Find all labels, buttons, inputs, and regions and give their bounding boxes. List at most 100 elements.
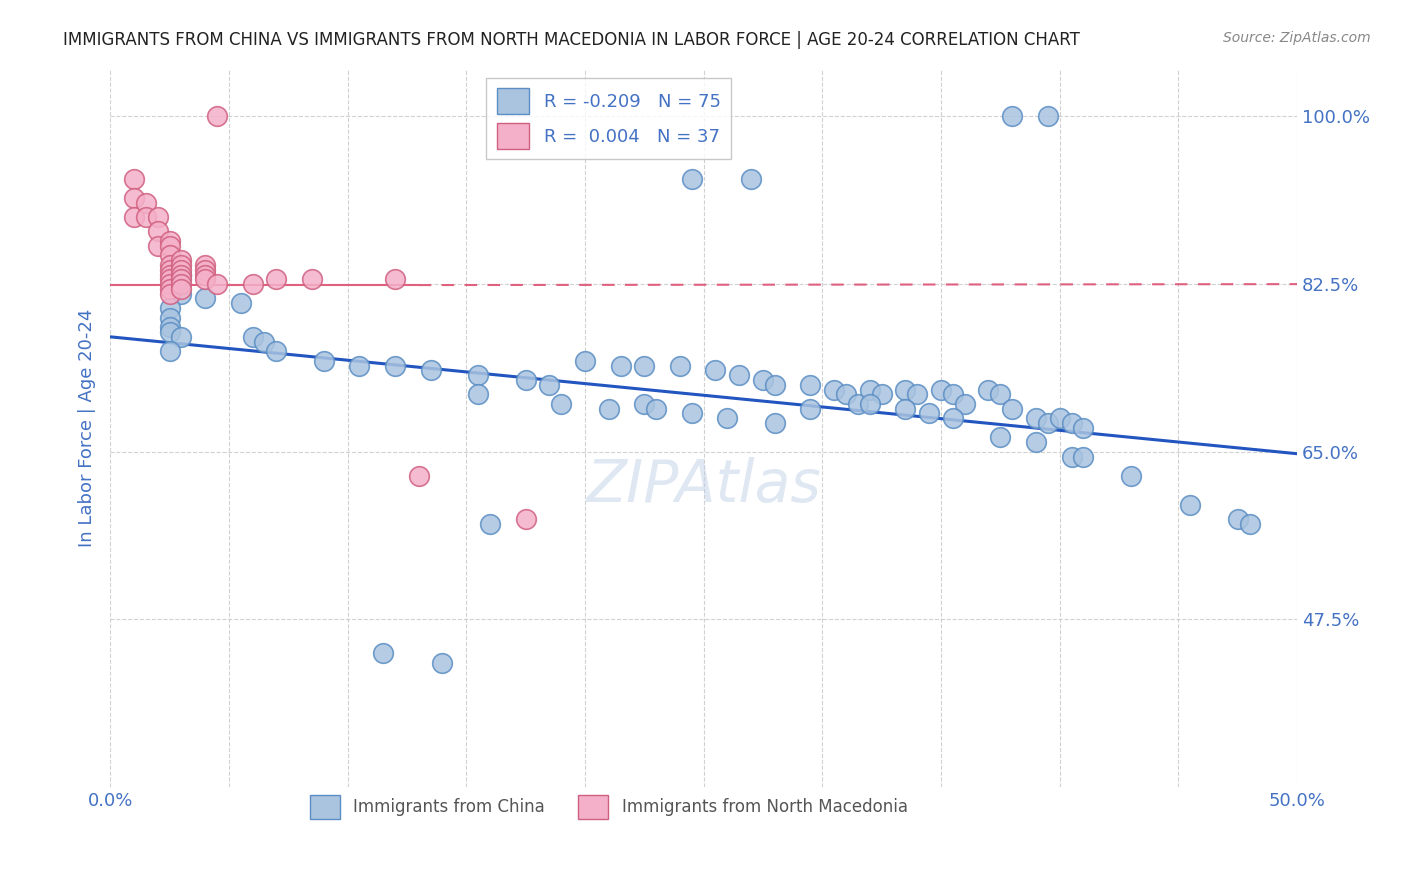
- Point: [977, 383, 1000, 397]
- Point: [159, 262, 181, 277]
- Point: [645, 401, 668, 416]
- Point: [170, 282, 193, 296]
- Point: [942, 411, 965, 425]
- Point: [1025, 435, 1047, 450]
- Point: [170, 277, 193, 292]
- Point: [384, 359, 406, 373]
- Point: [146, 210, 169, 224]
- Point: [1073, 450, 1095, 464]
- Point: [159, 234, 181, 248]
- Point: [205, 277, 228, 292]
- Point: [467, 368, 489, 383]
- Point: [799, 401, 821, 416]
- Point: [408, 468, 430, 483]
- Point: [194, 272, 217, 286]
- Point: [929, 383, 952, 397]
- Point: [598, 401, 620, 416]
- Point: [633, 397, 655, 411]
- Point: [574, 353, 596, 368]
- Point: [740, 171, 762, 186]
- Point: [859, 397, 882, 411]
- Point: [159, 239, 181, 253]
- Point: [1036, 110, 1059, 124]
- Point: [146, 239, 169, 253]
- Point: [194, 258, 217, 272]
- Point: [1036, 416, 1059, 430]
- Point: [704, 363, 727, 377]
- Point: [550, 397, 572, 411]
- Point: [1239, 516, 1261, 531]
- Point: [870, 387, 893, 401]
- Point: [122, 210, 145, 224]
- Point: [799, 377, 821, 392]
- Point: [159, 310, 181, 325]
- Point: [942, 387, 965, 401]
- Point: [170, 268, 193, 282]
- Point: [194, 262, 217, 277]
- Point: [122, 171, 145, 186]
- Point: [170, 258, 193, 272]
- Point: [1060, 416, 1083, 430]
- Point: [135, 195, 157, 210]
- Point: [122, 191, 145, 205]
- Point: [988, 387, 1011, 401]
- Point: [312, 353, 335, 368]
- Point: [373, 646, 395, 660]
- Point: [538, 377, 561, 392]
- Point: [681, 171, 703, 186]
- Point: [242, 277, 264, 292]
- Point: [669, 359, 692, 373]
- Point: [846, 397, 869, 411]
- Point: [515, 512, 537, 526]
- Point: [159, 272, 181, 286]
- Legend: Immigrants from China, Immigrants from North Macedonia: Immigrants from China, Immigrants from N…: [304, 789, 914, 826]
- Point: [1180, 498, 1202, 512]
- Point: [159, 282, 181, 296]
- Y-axis label: In Labor Force | Age 20-24: In Labor Force | Age 20-24: [79, 309, 96, 547]
- Point: [1073, 421, 1095, 435]
- Point: [253, 334, 276, 349]
- Point: [170, 262, 193, 277]
- Point: [266, 344, 288, 359]
- Point: [159, 301, 181, 315]
- Point: [301, 272, 323, 286]
- Point: [419, 363, 441, 377]
- Point: [823, 383, 845, 397]
- Point: [859, 383, 882, 397]
- Point: [894, 401, 917, 416]
- Point: [728, 368, 751, 383]
- Point: [467, 387, 489, 401]
- Point: [159, 320, 181, 334]
- Point: [170, 268, 193, 282]
- Point: [135, 210, 157, 224]
- Point: [170, 330, 193, 344]
- Point: [349, 359, 371, 373]
- Point: [515, 373, 537, 387]
- Point: [1060, 450, 1083, 464]
- Point: [1226, 512, 1249, 526]
- Point: [159, 258, 181, 272]
- Point: [478, 516, 501, 531]
- Point: [159, 344, 181, 359]
- Point: [159, 325, 181, 339]
- Point: [384, 272, 406, 286]
- Point: [159, 277, 181, 292]
- Point: [1119, 468, 1142, 483]
- Point: [1001, 401, 1024, 416]
- Point: [633, 359, 655, 373]
- Point: [194, 268, 217, 282]
- Point: [432, 656, 454, 670]
- Point: [205, 110, 228, 124]
- Text: ZIPAtlas: ZIPAtlas: [586, 457, 821, 514]
- Text: Source: ZipAtlas.com: Source: ZipAtlas.com: [1223, 31, 1371, 45]
- Point: [242, 330, 264, 344]
- Point: [194, 292, 217, 306]
- Point: [170, 253, 193, 268]
- Point: [763, 416, 786, 430]
- Point: [159, 248, 181, 262]
- Point: [1025, 411, 1047, 425]
- Point: [146, 224, 169, 238]
- Point: [609, 359, 631, 373]
- Point: [159, 286, 181, 301]
- Point: [894, 383, 917, 397]
